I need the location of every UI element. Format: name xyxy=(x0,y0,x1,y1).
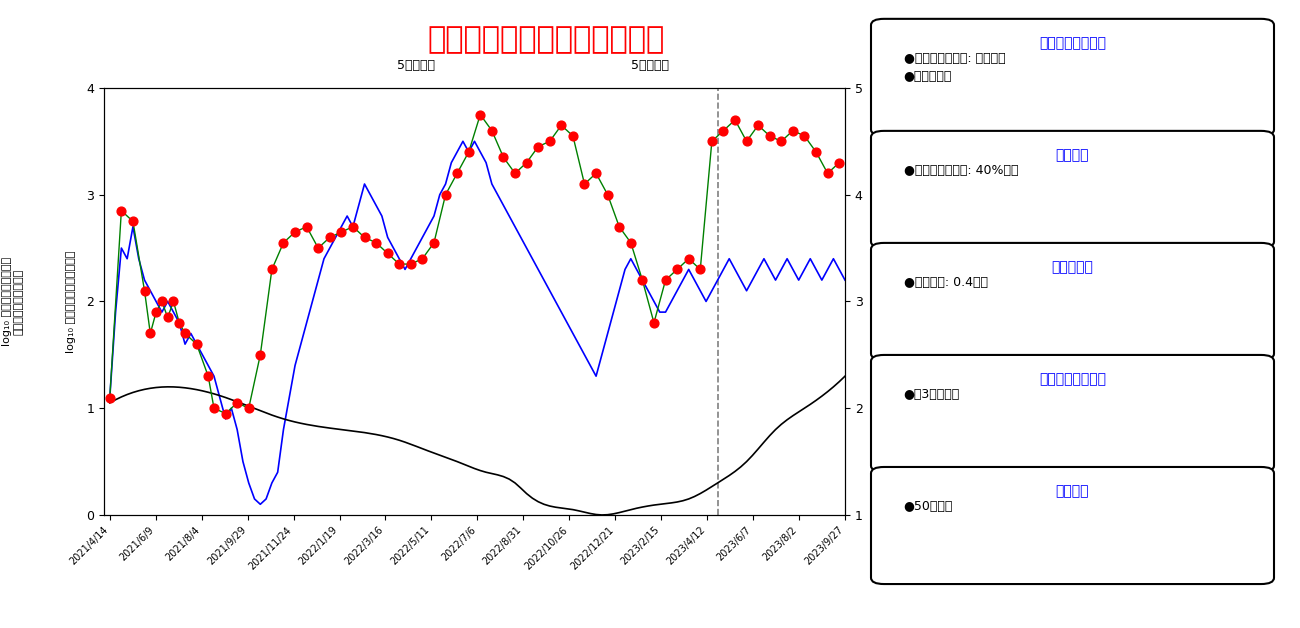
Point xyxy=(679,254,699,264)
Point xyxy=(111,205,131,215)
Point xyxy=(736,136,757,146)
Point xyxy=(771,136,792,146)
Point xyxy=(377,248,398,258)
Point xyxy=(528,141,549,151)
Point xyxy=(586,168,607,178)
Text: ●週3試料以上: ●週3試料以上 xyxy=(903,388,959,401)
Point xyxy=(632,275,653,285)
Point xyxy=(747,120,768,130)
Point xyxy=(250,350,270,360)
Point xyxy=(620,237,641,247)
Point xyxy=(99,392,120,403)
Point xyxy=(354,232,374,242)
Point xyxy=(134,286,155,296)
Point xyxy=(174,328,195,338)
Text: log₁₀ 定点医療機関あたり
患者報告数（人／週）: log₁₀ 定点医療機関あたり 患者報告数（人／週） xyxy=(3,257,23,346)
Point xyxy=(516,158,537,168)
Point xyxy=(608,222,629,232)
Point xyxy=(238,403,259,413)
Point xyxy=(702,136,723,146)
Text: 下水サーベイランス調査方法: 下水サーベイランス調査方法 xyxy=(428,25,664,54)
Point xyxy=(447,168,468,178)
Text: ●検出下限値未満: 分布推定: ●検出下限値未満: 分布推定 xyxy=(903,52,1005,65)
Point xyxy=(204,403,225,413)
Point xyxy=(296,222,317,232)
Point xyxy=(493,152,514,162)
Point xyxy=(146,307,166,317)
Point xyxy=(818,168,839,178)
Point xyxy=(412,254,433,264)
Point xyxy=(186,339,207,349)
Point xyxy=(504,168,525,178)
Text: サンプリング頻度: サンプリング頻度 xyxy=(1039,372,1106,386)
Text: 5類移行後: 5類移行後 xyxy=(630,59,670,72)
Point xyxy=(365,237,386,247)
Point xyxy=(644,318,664,328)
Point xyxy=(140,328,161,338)
Point xyxy=(285,227,306,237)
Text: ●50週以上: ●50週以上 xyxy=(903,501,953,513)
Y-axis label: log₁₀ 下水中ウイルス濃度（copies/L）: log₁₀ 下水中ウイルス濃度（copies/L） xyxy=(874,227,884,376)
Point xyxy=(261,264,282,274)
Point xyxy=(469,109,490,119)
Point xyxy=(575,179,595,189)
Point xyxy=(389,259,410,269)
Point xyxy=(332,227,352,237)
Point xyxy=(783,126,803,136)
Point xyxy=(152,296,173,306)
Text: log₁₀ 新規感染者数（人／日）: log₁₀ 新規感染者数（人／日） xyxy=(66,250,77,353)
Point xyxy=(563,131,584,141)
Point xyxy=(829,158,850,168)
Point xyxy=(436,190,456,200)
Point xyxy=(273,237,294,247)
Point xyxy=(162,296,183,306)
Point xyxy=(308,243,329,253)
Text: 5類移行前: 5類移行前 xyxy=(396,59,436,72)
Point xyxy=(759,131,780,141)
Point xyxy=(400,259,421,269)
Text: ●検出下限値以下: 40%未満: ●検出下限値以下: 40%未満 xyxy=(903,164,1018,177)
Point xyxy=(424,237,445,247)
Point xyxy=(655,275,676,285)
Point xyxy=(342,222,363,232)
Point xyxy=(597,190,618,200)
Text: ●幾何平均値: ●幾何平均値 xyxy=(903,70,952,83)
Point xyxy=(459,147,480,157)
Point xyxy=(690,264,711,274)
Text: 分析再現性: 分析再現性 xyxy=(1052,261,1093,274)
Text: データの取り扱い: データの取り扱い xyxy=(1039,36,1106,50)
Point xyxy=(667,264,688,274)
Point xyxy=(122,216,143,226)
Point xyxy=(806,147,827,157)
Point xyxy=(481,126,502,136)
Point xyxy=(540,136,560,146)
Point xyxy=(320,232,341,242)
Point xyxy=(551,120,572,130)
Text: ●標準偶差: 0.4以下: ●標準偶差: 0.4以下 xyxy=(903,276,988,290)
Point xyxy=(169,318,190,328)
Point xyxy=(794,131,815,141)
Text: 分析感度: 分析感度 xyxy=(1056,148,1089,163)
Point xyxy=(198,371,218,381)
Point xyxy=(724,115,745,125)
Text: 調査期間: 調査期間 xyxy=(1056,485,1089,499)
Point xyxy=(216,408,237,418)
Point xyxy=(157,312,178,322)
Point xyxy=(712,126,733,136)
Point xyxy=(226,398,247,408)
